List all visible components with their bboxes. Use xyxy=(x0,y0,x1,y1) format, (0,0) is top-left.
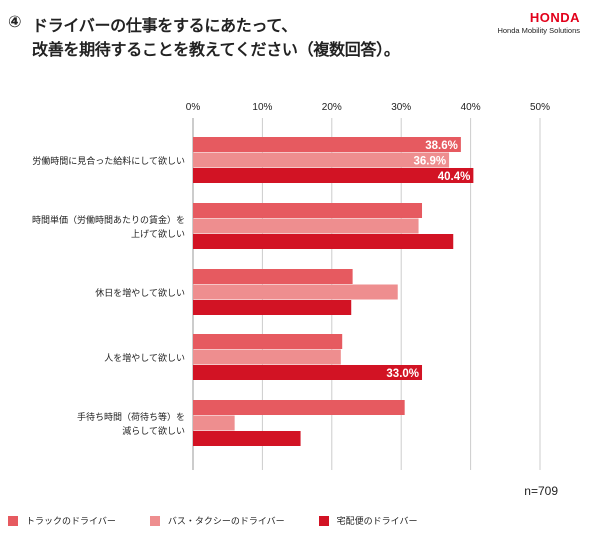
x-tick-label: 10% xyxy=(252,102,272,113)
bar xyxy=(193,218,419,234)
title-line-1: ドライバーの仕事をするにあたって、 xyxy=(32,16,297,35)
category-label: 減らして欲しい xyxy=(122,425,185,437)
legend-item-truck: トラックのドライバー xyxy=(8,514,116,527)
legend-item-bus-taxi: バス・タクシーのドライバー xyxy=(149,514,285,527)
bar xyxy=(193,168,474,183)
bar xyxy=(193,137,461,152)
category-label: 休日を増やして欲しい xyxy=(95,287,185,299)
bar xyxy=(193,234,454,249)
data-label: 40.4% xyxy=(438,171,471,183)
sample-size: n=709 xyxy=(524,484,558,498)
legend-swatch-delivery xyxy=(318,515,329,526)
bar xyxy=(193,365,423,380)
x-tick-label: 50% xyxy=(530,102,550,113)
brand-subtitle: Honda Mobility Solutions xyxy=(497,26,580,35)
category-label: 上げて欲しい xyxy=(131,228,185,240)
legend-swatch-truck xyxy=(8,515,18,526)
title-number: ④ xyxy=(8,12,22,31)
bar xyxy=(193,152,450,168)
bar xyxy=(193,284,398,300)
category-label: 人を増やして欲しい xyxy=(104,352,185,364)
legend: トラックのドライバー バス・タクシーのドライバー 宅配便のドライバー xyxy=(8,514,451,527)
bar xyxy=(193,415,235,431)
legend-label-delivery: 宅配便のドライバー xyxy=(336,517,418,527)
data-label: 36.9% xyxy=(413,156,446,168)
honda-logo: HONDA xyxy=(529,10,580,25)
brand-logo-block: HONDA Honda Mobility Solutions xyxy=(497,10,580,35)
x-tick-label: 20% xyxy=(322,102,342,113)
bar xyxy=(193,400,405,415)
legend-item-delivery: 宅配便のドライバー xyxy=(318,514,418,527)
x-tick-label: 0% xyxy=(186,102,201,113)
title-line-2: 改善を期待することを教えてください（複数回答）。 xyxy=(32,40,400,59)
legend-swatch-bus-taxi xyxy=(149,515,160,526)
x-tick-label: 40% xyxy=(461,102,481,113)
data-label: 33.0% xyxy=(386,368,419,380)
category-label: 労働時間に見合った給料にして欲しい xyxy=(32,155,185,167)
category-label: 手待ち時間（荷待ち等）を xyxy=(77,411,185,423)
bar xyxy=(193,349,341,365)
legend-label-bus-taxi: バス・タクシーのドライバー xyxy=(167,517,285,527)
bar xyxy=(193,269,353,284)
bar xyxy=(193,203,423,218)
bar xyxy=(193,334,343,349)
bar xyxy=(193,300,352,315)
bar xyxy=(193,431,301,446)
legend-label-truck: トラックのドライバー xyxy=(26,517,116,527)
data-label: 38.6% xyxy=(425,140,458,152)
category-label: 時間単価（労働時間あたりの賃金）を xyxy=(32,214,185,226)
x-tick-label: 30% xyxy=(391,102,411,113)
